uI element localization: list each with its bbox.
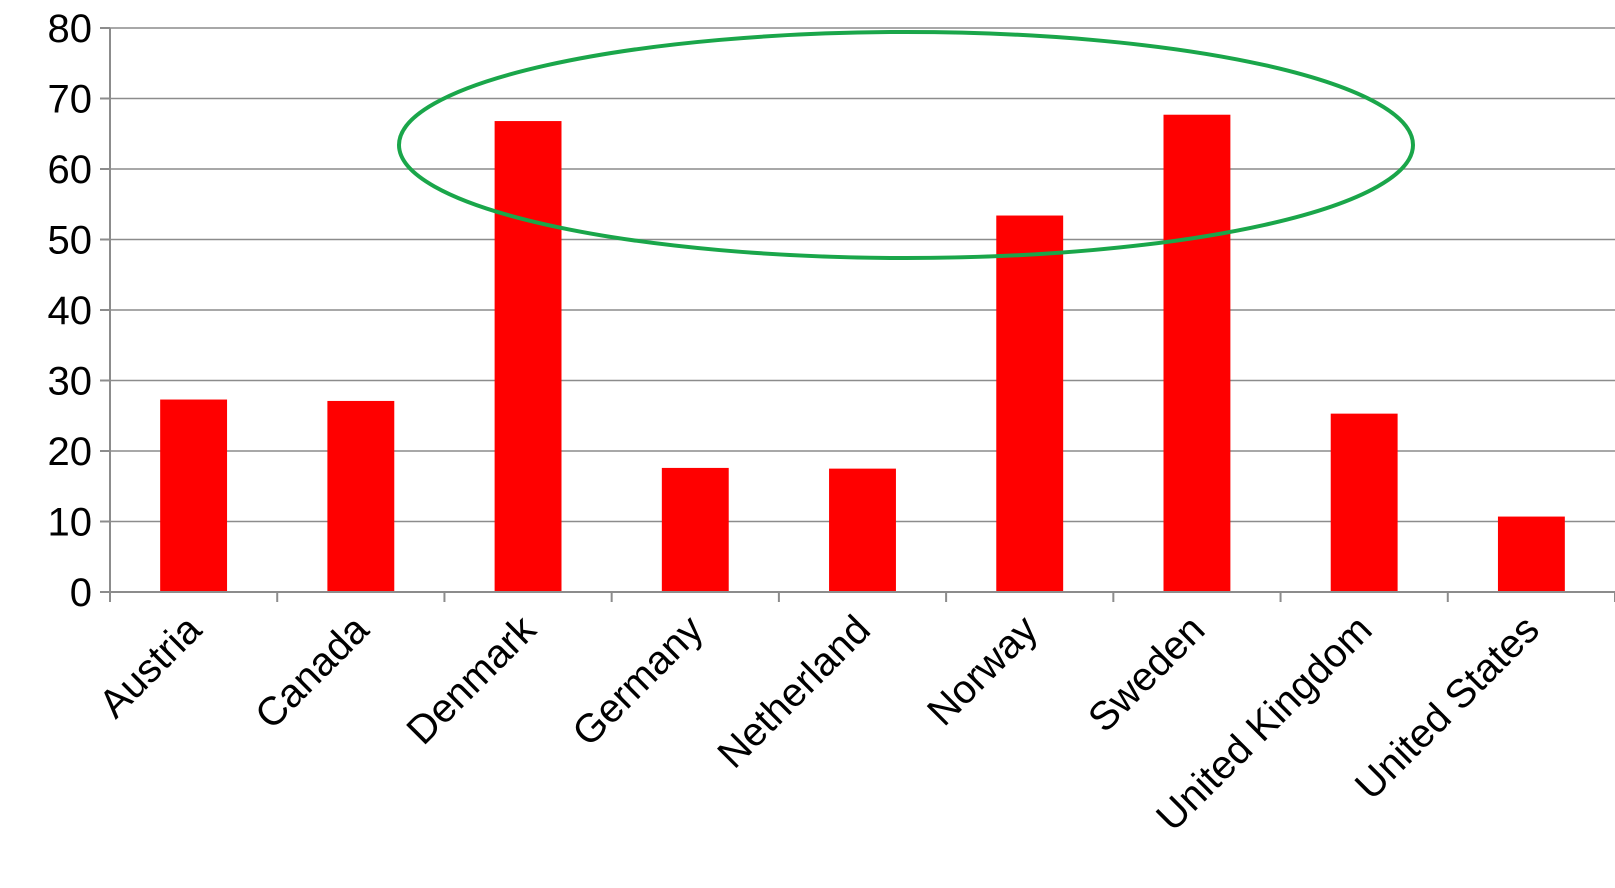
bar-germany bbox=[661, 467, 729, 592]
bar-united-kingdom bbox=[1330, 413, 1398, 592]
x-tick-label: Austria bbox=[91, 607, 211, 727]
y-tick-label: 50 bbox=[48, 219, 93, 263]
y-tick-label: 0 bbox=[70, 571, 92, 615]
bar-sweden bbox=[1163, 114, 1231, 592]
y-tick-label: 30 bbox=[48, 360, 93, 404]
axes bbox=[100, 27, 1615, 602]
y-tick-label: 10 bbox=[48, 501, 93, 545]
bars bbox=[160, 114, 1565, 592]
x-tick-label: Germany bbox=[564, 607, 711, 754]
x-tick-label: Netherland bbox=[709, 607, 878, 776]
bar-denmark bbox=[494, 121, 562, 592]
bar-austria bbox=[160, 399, 228, 592]
x-tick-label: Norway bbox=[919, 607, 1046, 734]
bar-canada bbox=[327, 400, 395, 592]
y-tick-labels: 0 10 20 30 40 50 60 70 80 bbox=[48, 7, 93, 615]
x-tick-label: Canada bbox=[247, 607, 378, 738]
highlight-ellipse bbox=[397, 30, 1415, 260]
y-tick-label: 80 bbox=[48, 7, 93, 51]
y-tick-label: 60 bbox=[48, 148, 93, 192]
x-tick-label: Sweden bbox=[1080, 607, 1213, 740]
y-tick-label: 20 bbox=[48, 430, 93, 474]
bar-netherland bbox=[829, 468, 896, 592]
y-tick-label: 70 bbox=[48, 78, 93, 122]
x-tick-label: Denmark bbox=[399, 607, 546, 754]
y-tick-label: 40 bbox=[48, 289, 93, 333]
annotations bbox=[397, 30, 1415, 260]
bar-united-states bbox=[1497, 516, 1565, 592]
bar-norway bbox=[996, 215, 1064, 592]
